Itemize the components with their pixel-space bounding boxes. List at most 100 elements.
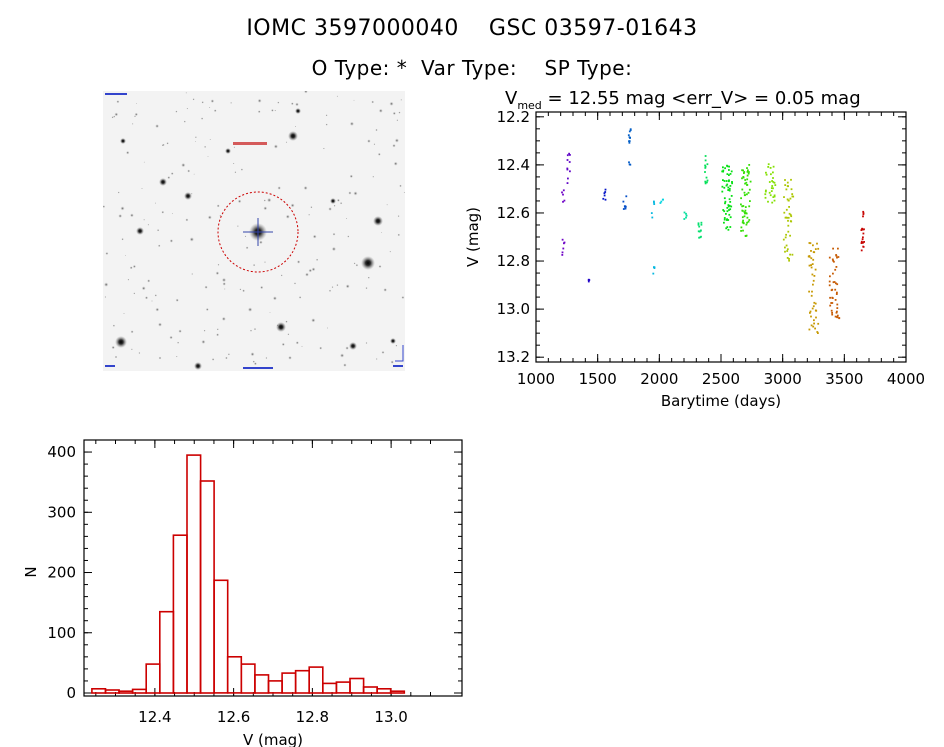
lc-point — [812, 305, 815, 308]
lc-point — [749, 180, 752, 183]
faint-star — [175, 110, 178, 113]
lc-point — [833, 281, 836, 283]
faint-star — [224, 288, 226, 290]
lc-point — [773, 181, 776, 184]
lc-point — [832, 259, 834, 262]
faint-star — [377, 152, 381, 156]
faint-star — [178, 329, 182, 333]
faint-star — [230, 102, 232, 104]
faint-star — [144, 296, 149, 300]
faint-star — [398, 111, 401, 114]
lc-point — [836, 307, 839, 309]
faint-star — [349, 174, 353, 178]
lc-ylabel: V (mag) — [464, 207, 482, 267]
faint-star — [247, 307, 253, 312]
lc-point — [810, 294, 813, 297]
lc-point — [817, 322, 820, 325]
faint-star — [323, 147, 325, 150]
faint-star — [371, 100, 375, 104]
faint-star — [375, 358, 378, 360]
lc-point — [561, 251, 564, 254]
lc-point — [787, 230, 790, 233]
lc-point — [768, 181, 771, 183]
faint-star — [263, 206, 268, 211]
lc-point — [722, 166, 724, 169]
lc-point — [789, 220, 792, 222]
lc-point — [830, 302, 833, 304]
faint-star — [353, 99, 355, 101]
lc-point — [785, 188, 788, 191]
faint-star — [295, 102, 299, 107]
lc-point — [765, 189, 767, 192]
faint-star — [353, 262, 356, 265]
lc-point — [773, 195, 776, 198]
lc-point — [863, 241, 865, 243]
lc-point — [566, 168, 569, 171]
lc-point — [814, 268, 817, 271]
lc-point — [813, 301, 816, 304]
lc-point — [683, 211, 686, 214]
bright-star — [115, 336, 127, 348]
lc-point — [784, 184, 787, 186]
lc-point — [785, 244, 788, 247]
lc-point — [831, 313, 834, 316]
faint-star — [194, 140, 196, 143]
faint-star — [162, 143, 165, 146]
lc-point — [812, 325, 815, 328]
lc-point — [627, 134, 630, 137]
faint-star — [194, 136, 197, 139]
faint-star — [273, 144, 278, 149]
lc-point — [727, 186, 730, 189]
lc-point — [704, 159, 707, 162]
lc-point — [662, 198, 664, 201]
lc-point — [782, 238, 785, 241]
lc-point — [785, 233, 787, 236]
lc-point — [744, 235, 747, 237]
faint-star — [253, 362, 257, 366]
lc-point — [730, 170, 733, 173]
lc-point — [743, 172, 745, 174]
lc-point — [697, 223, 700, 226]
faint-star — [138, 352, 141, 354]
lc-point — [809, 310, 812, 313]
faint-star — [191, 273, 194, 275]
lc-point — [784, 250, 786, 253]
lc-point — [726, 207, 729, 209]
lc-point — [810, 315, 812, 318]
lc-point — [628, 130, 631, 133]
lc-point — [786, 248, 789, 251]
lc-point — [730, 205, 733, 208]
lc-point — [650, 212, 653, 214]
faint-star — [333, 204, 336, 207]
object-title: IOMC 3597000040 GSC 03597-01643 — [246, 16, 698, 41]
faint-star — [288, 356, 292, 360]
faint-star — [169, 239, 174, 243]
lc-point — [724, 167, 726, 170]
lc-point — [772, 171, 774, 174]
lc-point — [787, 185, 789, 188]
lc-point — [832, 272, 834, 275]
lc-point — [566, 182, 569, 184]
lc-point — [836, 303, 839, 306]
bright-star — [349, 342, 357, 350]
finder-label-mark — [393, 365, 403, 367]
faint-star — [134, 115, 136, 118]
lc-point — [834, 299, 837, 301]
lc-point — [789, 213, 792, 216]
lc-point — [860, 249, 863, 252]
faint-star — [181, 163, 186, 168]
lc-point — [741, 210, 744, 212]
lc-point — [721, 190, 724, 193]
lc-point — [685, 212, 687, 215]
lc-point — [728, 165, 730, 168]
lc-point — [729, 216, 732, 219]
lc-point — [700, 235, 702, 238]
faint-star — [207, 155, 209, 158]
lc-point — [706, 163, 709, 166]
faint-star — [252, 360, 255, 363]
faint-star — [201, 101, 204, 104]
bright-star — [276, 322, 286, 332]
bright-star — [184, 192, 192, 200]
faint-star — [378, 108, 383, 113]
faint-star — [245, 246, 249, 250]
